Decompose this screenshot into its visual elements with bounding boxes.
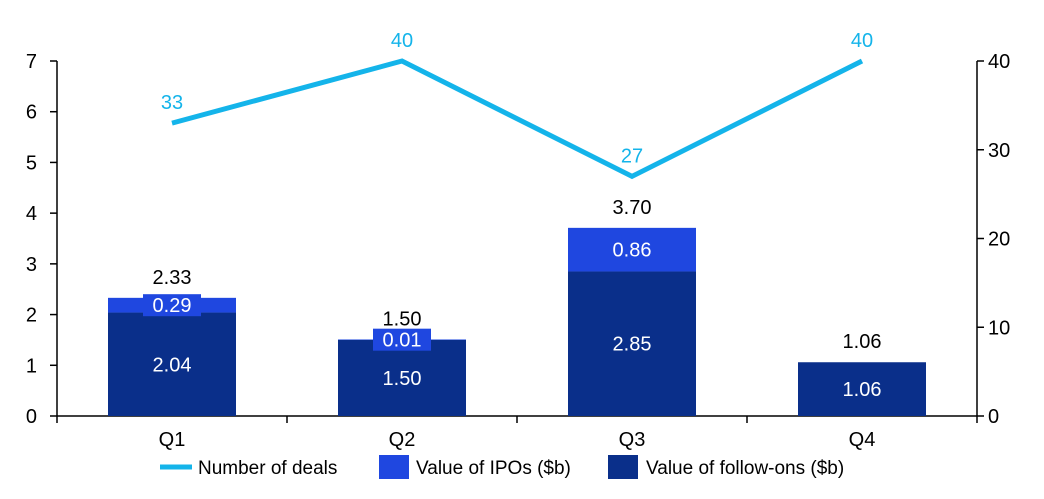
left-tick-label: 3	[26, 254, 37, 276]
ipo-bar	[568, 227, 696, 272]
category-label: Q3	[619, 429, 646, 451]
right-tick-label: 30	[988, 140, 1010, 162]
ipo-value-label: 0.29	[153, 295, 192, 317]
right-tick-label: 20	[988, 229, 1010, 251]
total-value-label: 2.33	[153, 267, 192, 289]
follow-on-value-label: 1.50	[383, 368, 422, 390]
left-tick-label: 7	[26, 51, 37, 73]
data-labels: 2.040.292.331.500.011.502.850.863.701.06…	[143, 197, 881, 401]
follow-on-bar	[798, 362, 926, 416]
category-label: Q4	[849, 429, 876, 451]
deals-value-label: 40	[391, 30, 413, 52]
follow-on-bar	[568, 271, 696, 416]
bars	[108, 227, 926, 416]
right-tick-label: 40	[988, 51, 1010, 73]
deals-line-group: 33 40 27 40	[161, 30, 873, 180]
ipo-label-box	[373, 328, 431, 351]
right-tick-label: 10	[988, 317, 1010, 339]
deals-line	[171, 58, 864, 180]
legend-label-ipos: Value of IPOs ($b)	[416, 458, 571, 479]
category-label: Q1	[159, 429, 186, 451]
right-tick-label: 0	[988, 406, 999, 428]
left-tick-label: 1	[26, 355, 37, 377]
deals-value-label: 40	[851, 30, 873, 52]
follow-on-value-label: 2.04	[153, 354, 192, 376]
legend: Number of deals Value of IPOs ($b) Value o…	[160, 455, 844, 479]
follow-on-value-label: 2.85	[613, 334, 652, 356]
legend-label-follow-ons: Value of follow-ons ($b)	[646, 458, 844, 479]
deals-value-label: 33	[161, 92, 183, 114]
total-value-label: 3.70	[613, 197, 652, 219]
legend-label-deals: Number of deals	[198, 458, 337, 479]
left-tick-label: 6	[26, 102, 37, 124]
left-tick-label: 0	[26, 406, 37, 428]
category-label: Q2	[389, 429, 416, 451]
follow-on-value-label: 1.06	[843, 379, 882, 401]
left-tick-label: 2	[26, 305, 37, 327]
total-value-label: 1.50	[383, 308, 422, 330]
ipo-value-label: 0.01	[383, 330, 422, 352]
ipo-label-box	[143, 294, 201, 317]
legend-swatch-follow-ons	[608, 455, 638, 479]
left-tick-label: 5	[26, 152, 37, 174]
ipo-value-label: 0.86	[613, 240, 652, 262]
total-value-label: 1.06	[843, 331, 882, 353]
legend-swatch-ipos	[379, 455, 409, 479]
left-tick-label: 4	[26, 203, 37, 225]
follow-on-bar	[108, 312, 236, 416]
deals-value-label: 27	[621, 145, 643, 167]
follow-on-bar	[338, 339, 466, 416]
